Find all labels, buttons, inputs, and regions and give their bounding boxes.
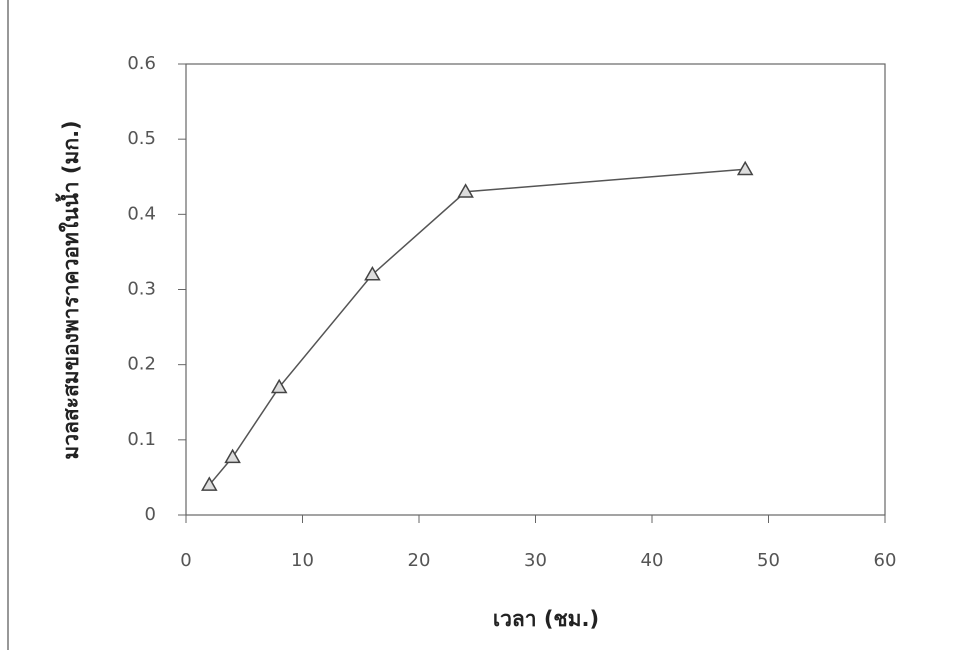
y-tick-label: 0.2 [127,354,156,375]
x-tick-label: 50 [757,550,780,571]
y-tick-label: 0.1 [127,429,156,450]
y-tick-label: 0.5 [127,128,156,149]
background [0,0,953,655]
x-tick-label: 40 [641,550,664,571]
y-tick-label: 0.3 [127,279,156,300]
y-axis-title: มวลสะสมของพาราควอทในน้ำ (มก.) [55,120,83,459]
x-tick-label: 20 [408,550,431,571]
x-tick-label: 10 [291,550,314,571]
x-tick-label: 30 [524,550,547,571]
x-tick-label: 0 [180,550,191,571]
y-tick-label: 0.6 [127,53,156,74]
y-tick-label: 0.4 [127,203,156,224]
chart: เวลา (ชม.) มวลสะสมของพาราควอทในน้ำ (มก.)… [0,0,953,655]
x-axis-title: เวลา (ชม.) [493,607,599,631]
x-tick-label: 60 [874,550,897,571]
y-tick-label: 0 [145,504,156,525]
